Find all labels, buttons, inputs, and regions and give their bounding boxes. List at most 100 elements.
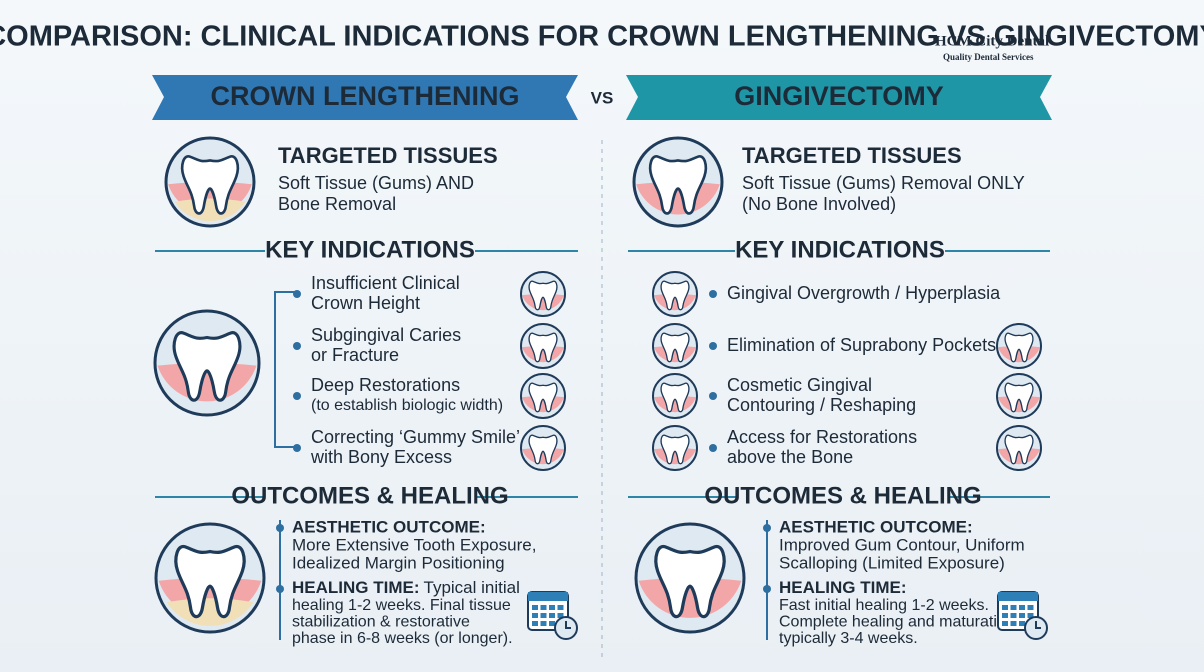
calendar-cell [1010,621,1017,626]
logo-tagline: Quality Dental Services [943,52,1034,62]
tooth-icon [652,425,698,471]
targeted-line: Bone Removal [278,194,396,214]
tooth-icon [634,522,746,634]
calendar-cell [1010,605,1017,610]
calendar-icon [527,591,578,640]
column-header: CROWN LENGTHENING [211,81,520,111]
section-heading: KEY INDICATIONS [265,236,475,263]
healing-label: HEALING TIME: [779,578,907,597]
aesthetic-label: AESTHETIC OUTCOME: [292,517,486,536]
logo-name: HCM City Dental [935,33,1049,49]
aesthetic-line: Scalloping (Limited Exposure) [779,553,1005,572]
bullet [709,444,717,452]
tooth-icon [520,323,566,369]
bullet [709,290,717,298]
indication-line: Deep Restorations [311,375,460,395]
calendar-cell [532,621,538,626]
bullet [763,524,771,532]
indication-line: Crown Height [311,293,420,313]
calendar-cell [557,605,564,610]
aesthetic-label: AESTHETIC OUTCOME: [779,517,973,536]
healing-first: Typical initial [424,578,520,597]
clock-hands [565,621,571,629]
tooth-icon [153,309,261,417]
section-heading: OUTCOMES & HEALING [231,482,508,509]
section-heading: KEY INDICATIONS [735,236,945,263]
aesthetic-line: Idealized Margin Positioning [292,553,505,572]
healing-line: stabilization & restorative [292,614,470,631]
tooth-icon [996,323,1042,369]
indication-line: Access for Restorations [727,427,917,447]
calendar-cell [549,621,555,626]
bone [174,198,246,222]
healing-label: HEALING TIME: Typical initial [292,578,520,597]
calendar-cell [1027,613,1034,618]
bullet [763,585,771,593]
healing-line: Complete healing and maturation [779,614,1015,631]
indication-line: Elimination of Suprabony Pockets [727,335,996,355]
tooth-icon [164,136,256,228]
calendar-icon [997,591,1048,640]
healing-label-text: HEALING TIME: [779,578,907,597]
tooth-icon [520,271,566,317]
bullet [293,342,301,350]
calendar-cell [549,613,555,618]
calendar-cell [1002,605,1008,610]
targeted-line: Soft Tissue (Gums) Removal ONLY [742,173,1025,193]
bullet [709,342,717,350]
column-banner [152,75,578,120]
targeted-line: Soft Tissue (Gums) AND [278,173,474,193]
bullet [293,444,301,452]
indication-line: above the Bone [727,447,853,467]
tooth-icon [996,425,1042,471]
calendar-cell [1027,605,1034,610]
calendar-top [998,592,1038,601]
calendar-top [528,592,568,601]
bullet [293,392,301,400]
calendar-cell [549,605,555,610]
bullet [276,585,284,593]
healing-line: Fast initial healing 1-2 weeks. [779,597,989,614]
healing-line: phase in 6-8 weeks (or longer). [292,630,513,647]
healing-line: typically 3-4 weeks. [779,630,918,647]
tooth-icon [520,373,566,419]
bone [166,598,254,626]
indication-line: or Fracture [311,345,399,365]
indication-line: Cosmetic Gingival [727,375,872,395]
calendar-cell [540,621,547,626]
indication-line: with Bony Excess [310,447,452,467]
calendar-cell [1019,621,1025,626]
indication-line: (to establish biologic width) [311,397,503,414]
bullet [709,392,717,400]
calendar-cell [1019,605,1025,610]
clock-hands [1035,621,1041,629]
indication-line: Subgingival Caries [311,325,461,345]
tooth-icon [996,373,1042,419]
tooth-icon [154,522,266,634]
calendar-cell [1002,621,1008,626]
indication-line: Insufficient Clinical [311,273,460,293]
tooth-icon [652,323,698,369]
calendar-cell [540,613,547,618]
calendar-cell [1002,613,1008,618]
calendar-cell [532,605,538,610]
indication-line: Contouring / Reshaping [727,395,916,415]
calendar-cell [532,613,538,618]
calendar-cell [540,605,547,610]
targeted-title: TARGETED TISSUES [742,143,962,168]
aesthetic-line: More Extensive Tooth Exposure, [292,535,536,554]
vs-label: VS [591,88,614,107]
column-banner [626,75,1052,120]
section-heading: OUTCOMES & HEALING [704,482,981,509]
calendar-cell [1010,613,1017,618]
tooth-icon [632,136,724,228]
targeted-title: TARGETED TISSUES [278,143,498,168]
tooth-icon [652,373,698,419]
bullet [276,524,284,532]
title: COMPARISON: CLINICAL INDICATIONS FOR CRO… [0,21,1204,53]
indication-line: Correcting ‘Gummy Smile’ [311,427,520,447]
targeted-line: (No Bone Involved) [742,194,896,214]
aesthetic-line: Improved Gum Contour, Uniform [779,535,1025,554]
calendar-cell [1019,613,1025,618]
